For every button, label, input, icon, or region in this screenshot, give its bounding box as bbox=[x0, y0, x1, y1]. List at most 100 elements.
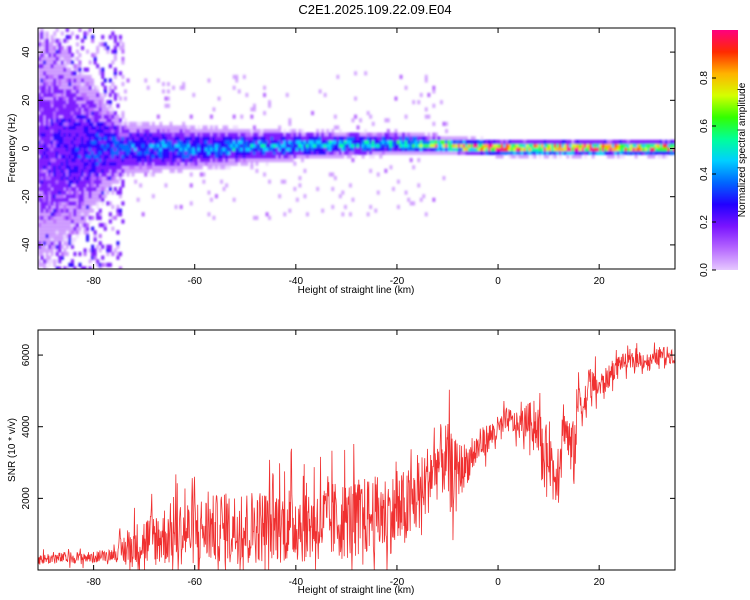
spectrogram-cell bbox=[86, 82, 90, 87]
spectrogram-cell bbox=[118, 190, 122, 195]
spectrogram-cell bbox=[93, 168, 97, 173]
spectrogram-cell bbox=[207, 161, 211, 166]
spectrogram-cell bbox=[179, 132, 183, 137]
spectrogram-cell bbox=[111, 147, 115, 152]
snr-x-tick-label: -60 bbox=[187, 577, 202, 588]
spectrogram-cell bbox=[359, 132, 363, 137]
spectrogram-cell bbox=[230, 129, 234, 134]
spectrogram-cell bbox=[136, 161, 140, 166]
spectrogram-cell bbox=[86, 233, 90, 239]
spectrogram-cell bbox=[75, 118, 79, 123]
spectrogram-cell bbox=[134, 136, 138, 141]
spectrogram-cell bbox=[83, 212, 87, 217]
spectrogram-cell bbox=[204, 147, 208, 152]
spectrogram-cell bbox=[412, 100, 416, 105]
spectrogram-cell bbox=[268, 100, 272, 105]
spectrogram-cell bbox=[121, 165, 125, 170]
spectrogram-y-axis-label: Frequency (Hz) bbox=[7, 114, 18, 183]
spectrogram-cell bbox=[118, 129, 122, 134]
spectrogram-cell bbox=[212, 129, 216, 134]
spectrogram-cell bbox=[179, 147, 183, 152]
spectrogram-cell bbox=[65, 96, 69, 101]
spectrogram-cell bbox=[53, 197, 57, 202]
spectrogram-cell bbox=[134, 168, 138, 173]
spectrogram-cell bbox=[40, 67, 44, 72]
spectrogram-cell bbox=[83, 114, 87, 119]
spectrogram-cell bbox=[351, 197, 355, 202]
spectrogram-cell bbox=[204, 132, 208, 137]
spectrogram-cell bbox=[68, 190, 72, 195]
spectrogram-cell bbox=[323, 150, 327, 155]
spectrogram-cell bbox=[634, 143, 638, 148]
spectrogram-cell bbox=[220, 179, 224, 184]
spectrogram-cell bbox=[174, 158, 178, 163]
spectrogram-cell bbox=[263, 85, 267, 90]
spectrogram-cell bbox=[38, 71, 42, 76]
spectrogram-cell bbox=[604, 147, 608, 152]
spectrogram-cell bbox=[53, 136, 57, 141]
spectrogram-cell bbox=[182, 129, 186, 134]
spectrogram-cell bbox=[70, 197, 74, 202]
spectrogram-cell bbox=[396, 179, 400, 184]
spectrogram-cell bbox=[417, 139, 421, 145]
spectrogram-cell bbox=[396, 150, 400, 155]
spectrogram-cell bbox=[93, 179, 97, 184]
spectrogram-cell bbox=[364, 136, 368, 141]
spectrogram-cell bbox=[103, 186, 107, 192]
spectrogram-cell bbox=[123, 125, 127, 130]
spectrogram-cell bbox=[455, 143, 459, 148]
spectrogram-cell bbox=[48, 158, 52, 163]
spectrogram-cell bbox=[154, 147, 158, 152]
spectrogram-cell bbox=[55, 28, 59, 32]
spectrogram-cell bbox=[58, 114, 62, 119]
spectrogram-cell bbox=[447, 143, 451, 148]
spectrogram-cell bbox=[91, 154, 95, 159]
spectrogram-cell bbox=[619, 150, 623, 155]
spectrogram-cell bbox=[366, 111, 370, 116]
spectrogram-cell bbox=[303, 147, 307, 152]
spectrogram-cell bbox=[144, 172, 148, 177]
spectrogram-cell bbox=[108, 201, 112, 206]
spectrogram-cell bbox=[445, 139, 449, 145]
spectrogram-cell bbox=[659, 139, 663, 145]
spectrogram-cell bbox=[295, 132, 299, 137]
spectrogram-cell bbox=[240, 136, 244, 141]
spectrogram-cell bbox=[290, 158, 294, 163]
spectrogram-cell bbox=[457, 150, 461, 155]
spectrogram-cell bbox=[351, 150, 355, 155]
spectrogram-cell bbox=[88, 114, 92, 119]
spectrogram-cell bbox=[222, 165, 226, 170]
spectrogram-cell bbox=[121, 158, 125, 163]
spectrogram-cell bbox=[230, 161, 234, 166]
spectrogram-cell bbox=[53, 208, 57, 213]
spectrogram-cell bbox=[530, 150, 534, 155]
spectrogram-cell bbox=[58, 71, 62, 76]
spectrogram-cell bbox=[627, 139, 631, 145]
spectrogram-cell bbox=[45, 103, 49, 108]
spectrogram-cell bbox=[169, 150, 173, 155]
spectrogram-cell bbox=[101, 262, 105, 267]
spectrogram-cell bbox=[515, 139, 519, 145]
spectrogram-cell bbox=[60, 237, 64, 242]
spectrogram-cell bbox=[38, 92, 42, 98]
spectrogram-cell bbox=[108, 78, 112, 83]
spectrogram-cell bbox=[321, 129, 325, 134]
spectrogram-cell bbox=[212, 215, 216, 220]
spectrogram-cell bbox=[43, 38, 47, 43]
spectrogram-cell bbox=[48, 262, 52, 267]
spectrogram-cell bbox=[343, 136, 347, 141]
spectrogram-cell bbox=[606, 154, 610, 159]
spectrogram-cell bbox=[399, 147, 403, 152]
spectrogram-cell bbox=[73, 132, 77, 137]
spectrogram-cell bbox=[65, 111, 69, 116]
spectrogram-cell bbox=[437, 143, 441, 148]
colorbar-tick-label: 0.2 bbox=[699, 215, 710, 229]
spectrogram-cell bbox=[174, 150, 178, 155]
spectrogram-cell bbox=[265, 158, 269, 163]
spectrogram-cell bbox=[43, 266, 47, 269]
spectrogram-cell bbox=[58, 168, 62, 173]
spectrogram-cell bbox=[505, 143, 509, 148]
spectrogram-cell bbox=[45, 100, 49, 105]
spectrogram-cell bbox=[58, 158, 62, 163]
